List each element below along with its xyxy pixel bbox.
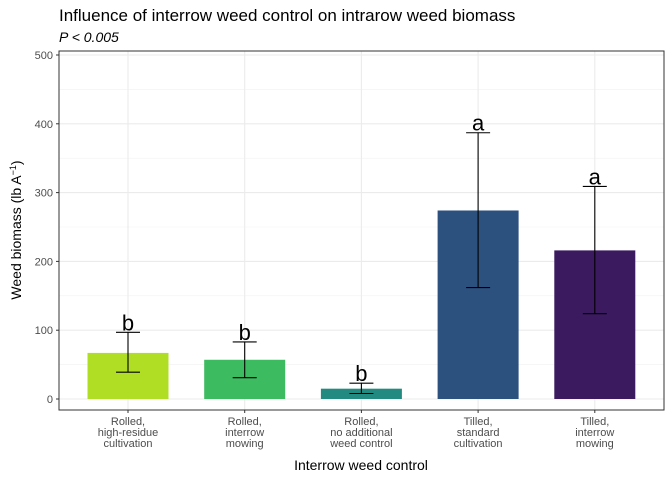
- x-tick-label-line: no additional: [330, 427, 392, 439]
- significance-letter: b: [122, 310, 134, 335]
- x-tick-label-line: weed control: [329, 438, 392, 450]
- chart-title: Influence of interrow weed control on in…: [59, 6, 516, 25]
- x-tick-label: Rolled, interrow mowing: [225, 416, 264, 450]
- y-tick-label: 100: [35, 325, 53, 337]
- x-tick-label-line: Rolled,: [111, 416, 145, 428]
- significance-letter: b: [239, 320, 251, 345]
- y-tick-label: 500: [35, 50, 53, 62]
- x-tick-label-line: mowing: [226, 438, 264, 450]
- x-tick-label-line: standard: [457, 427, 500, 439]
- y-axis-title: Weed biomass (lb A−1): [8, 160, 24, 299]
- y-axis-title-main: Weed biomass (lb A: [8, 175, 24, 300]
- x-tick-label-line: cultivation: [454, 438, 503, 450]
- y-axis: 0 100 200 300 400 500: [35, 50, 59, 406]
- x-tick-label: Rolled, high-residue cultivation: [98, 416, 159, 450]
- x-tick-label-line: interrow: [225, 427, 264, 439]
- y-tick-label: 300: [35, 188, 53, 200]
- x-tick-label: Rolled, no additional weed control: [329, 416, 392, 450]
- x-tick-label-line: interrow: [575, 427, 614, 439]
- chart-subtitle: P < 0.005: [59, 29, 119, 45]
- x-tick-label: Tilled, standard cultivation: [454, 416, 503, 450]
- x-tick-label-line: Rolled,: [228, 416, 262, 428]
- y-tick-label: 200: [35, 256, 53, 268]
- significance-letter: a: [472, 111, 485, 136]
- y-axis-title-superscript: −1: [8, 165, 18, 175]
- significance-letters: b b b a a: [122, 111, 602, 386]
- y-tick-label: 0: [47, 394, 53, 406]
- error-bars: [116, 132, 607, 395]
- error-bar: [582, 185, 607, 315]
- x-tick-label-line: Tilled,: [464, 416, 493, 428]
- error-bar: [349, 382, 374, 395]
- x-axis-title: Interrow weed control: [294, 457, 428, 473]
- significance-letter: a: [589, 164, 602, 189]
- x-tick-label-line: cultivation: [104, 438, 153, 450]
- y-axis-title-end: ): [8, 160, 24, 165]
- bars: [87, 210, 636, 399]
- x-tick-label: Tilled, interrow mowing: [575, 416, 614, 450]
- x-tick-label-line: Tilled,: [580, 416, 609, 428]
- error-bar: [232, 341, 257, 379]
- significance-letter: b: [355, 361, 367, 386]
- x-tick-label-line: mowing: [576, 438, 614, 450]
- error-bar: [116, 331, 140, 373]
- y-tick-label: 400: [35, 119, 53, 131]
- x-tick-label-line: Rolled,: [344, 416, 378, 428]
- x-tick-label-line: high-residue: [98, 427, 159, 439]
- error-bar: [466, 132, 491, 289]
